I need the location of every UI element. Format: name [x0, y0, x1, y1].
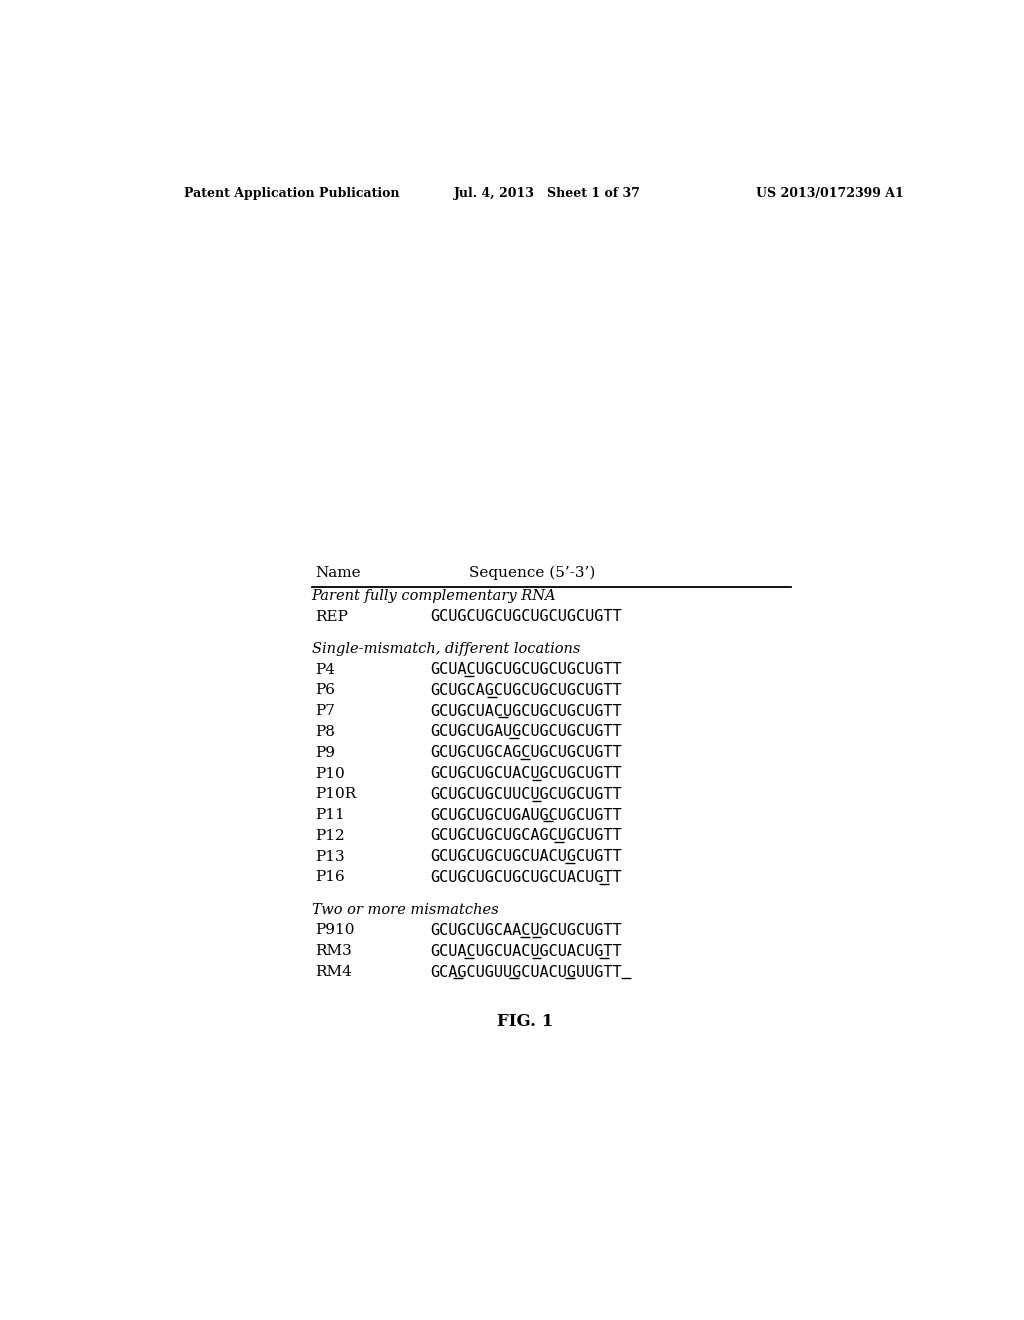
Text: P8: P8 — [315, 725, 336, 739]
Text: Patent Application Publication: Patent Application Publication — [183, 186, 399, 199]
Text: P9: P9 — [315, 746, 336, 760]
Text: P10: P10 — [315, 767, 345, 780]
Text: GCUACUGCUGCUGCUGCUGTT: GCUACUGCUGCUGCUGCUGTT — [430, 663, 622, 677]
Text: GCUGCUGCUGCUACUGCUGTT: GCUGCUGCUGCUACUGCUGTT — [430, 849, 622, 865]
Text: US 2013/0172399 A1: US 2013/0172399 A1 — [756, 186, 903, 199]
Text: P6: P6 — [315, 684, 336, 697]
Text: Jul. 4, 2013   Sheet 1 of 37: Jul. 4, 2013 Sheet 1 of 37 — [454, 186, 640, 199]
Text: Sequence (5’-3’): Sequence (5’-3’) — [469, 565, 595, 579]
Text: GCUACUGCUACUGCUACUGTT: GCUACUGCUACUGCUACUGTT — [430, 944, 622, 958]
Text: GCUGCUACUGCUGCUGCUGTT: GCUGCUACUGCUGCUGCUGTT — [430, 704, 622, 718]
Text: GCUGCUGCUGCUGCUGCUGTT: GCUGCUGCUGCUGCUGCUGTT — [430, 609, 622, 624]
Text: GCUGCUGCUGCAGCUGCUGTT: GCUGCUGCUGCAGCUGCUGTT — [430, 829, 622, 843]
Text: P4: P4 — [315, 663, 336, 677]
Text: GCUGCAGCUGCUGCUGCUGTT: GCUGCAGCUGCUGCUGCUGTT — [430, 682, 622, 698]
Text: FIG. 1: FIG. 1 — [497, 1014, 553, 1031]
Text: GCUGCUGCAGCUGCUGCUGTT: GCUGCUGCAGCUGCUGCUGTT — [430, 746, 622, 760]
Text: P13: P13 — [315, 850, 345, 863]
Text: GCUGCUGCUGCUGCUACUGTT: GCUGCUGCUGCUGCUACUGTT — [430, 870, 622, 884]
Text: REP: REP — [315, 610, 348, 623]
Text: P16: P16 — [315, 870, 345, 884]
Text: GCAGCUGUUGCUACUGUUGTT: GCAGCUGUUGCUACUGUUGTT — [430, 965, 622, 979]
Text: P11: P11 — [315, 808, 345, 822]
Text: GCUGCUGCAACUGCUGCUGTT: GCUGCUGCAACUGCUGCUGTT — [430, 923, 622, 939]
Text: Two or more mismatches: Two or more mismatches — [311, 903, 499, 916]
Text: Name: Name — [315, 566, 361, 579]
Text: GCUGCUGCUUCUGCUGCUGTT: GCUGCUGCUUCUGCUGCUGTT — [430, 787, 622, 801]
Text: P10R: P10R — [315, 787, 356, 801]
Text: P910: P910 — [315, 924, 355, 937]
Text: Parent fully complementary RNA: Parent fully complementary RNA — [311, 589, 556, 603]
Text: Single-mismatch, different locations: Single-mismatch, different locations — [311, 642, 580, 656]
Text: P12: P12 — [315, 829, 345, 843]
Text: GCUGCUGCUACUGCUGCUGTT: GCUGCUGCUACUGCUGCUGTT — [430, 766, 622, 781]
Text: RM3: RM3 — [315, 944, 352, 958]
Text: P7: P7 — [315, 704, 336, 718]
Text: GCUGCUGAUGCUGCUGCUGTT: GCUGCUGAUGCUGCUGCUGTT — [430, 725, 622, 739]
Text: RM4: RM4 — [315, 965, 352, 979]
Text: GCUGCUGCUGAUGCUGCUGTT: GCUGCUGCUGAUGCUGCUGTT — [430, 808, 622, 822]
